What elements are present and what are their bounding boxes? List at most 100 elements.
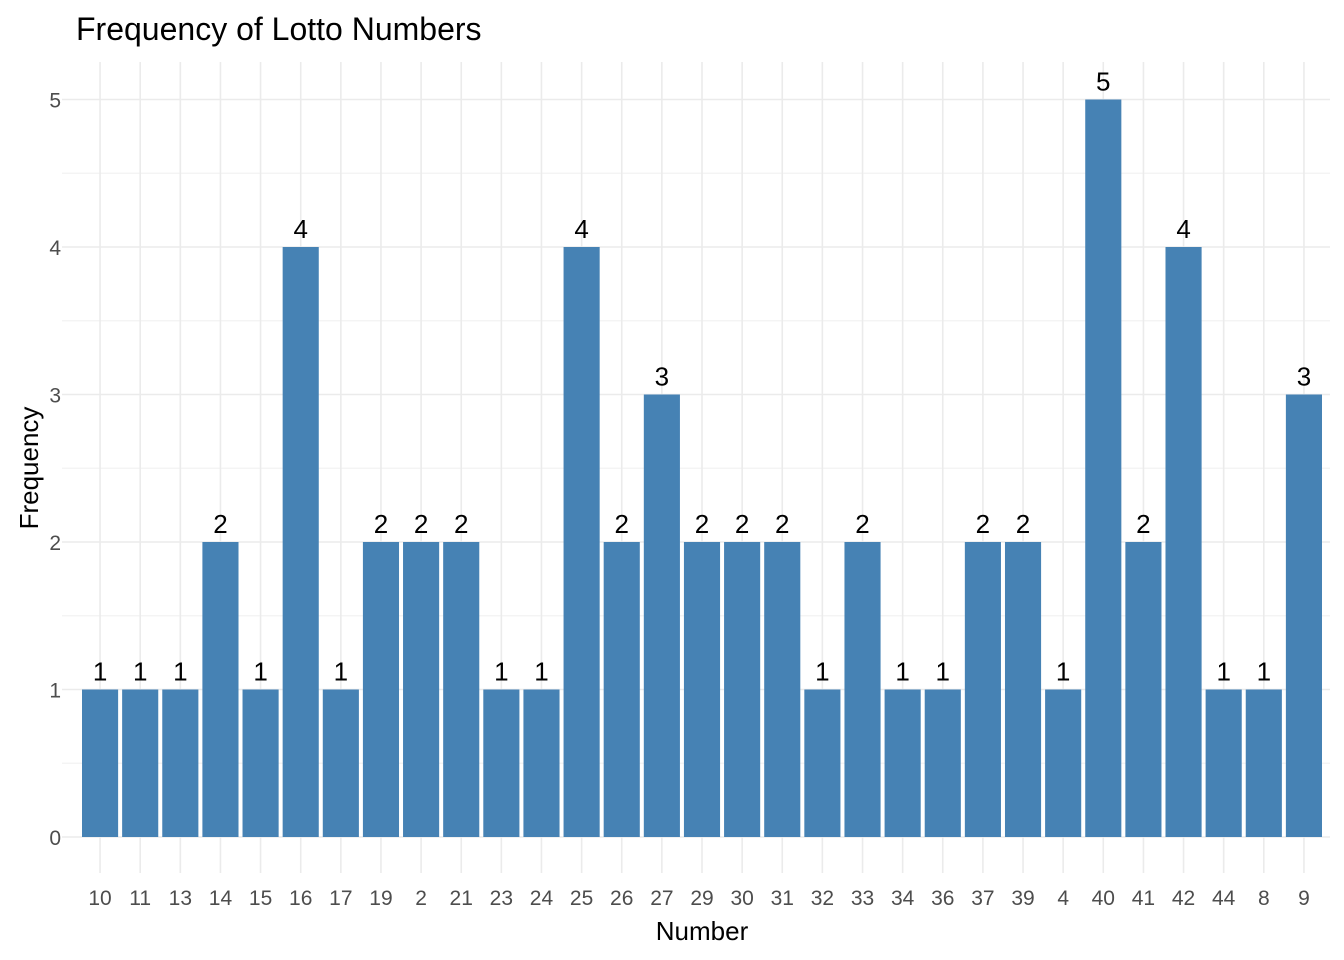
bar-2 xyxy=(403,542,440,837)
bar-37 xyxy=(964,542,1001,837)
bar-27 xyxy=(643,394,680,837)
bar-value-label: 2 xyxy=(615,509,629,539)
x-tick-label: 8 xyxy=(1258,887,1270,910)
bar-value-label: 1 xyxy=(133,657,147,687)
bar-value-label: 1 xyxy=(936,657,950,687)
bar-value-label: 1 xyxy=(815,657,829,687)
x-tick-label: 37 xyxy=(971,887,994,910)
bar-value-label: 2 xyxy=(374,509,388,539)
x-tick-label: 10 xyxy=(88,887,111,910)
x-axis-title: Number xyxy=(656,916,749,946)
x-tick-label: 4 xyxy=(1057,887,1069,910)
x-tick-label: 13 xyxy=(169,887,192,910)
bar-value-label: 1 xyxy=(895,657,909,687)
x-tick-label: 34 xyxy=(891,887,915,910)
x-tick-label: 44 xyxy=(1212,887,1236,910)
bar-15 xyxy=(242,689,279,837)
bar-39 xyxy=(1004,542,1042,837)
bar-value-label: 4 xyxy=(293,214,307,244)
bar-44 xyxy=(1205,689,1242,837)
bar-4 xyxy=(1045,689,1082,837)
bar-value-label: 2 xyxy=(976,509,990,539)
x-tick-label: 32 xyxy=(811,887,834,910)
bar-19 xyxy=(362,542,400,837)
bar-value-label: 4 xyxy=(574,214,588,244)
x-tick-label: 41 xyxy=(1132,887,1155,910)
bar-value-label: 3 xyxy=(1297,362,1311,392)
x-tick-label: 25 xyxy=(570,887,593,910)
bar-10 xyxy=(82,689,119,837)
bar-value-label: 2 xyxy=(775,509,789,539)
y-tick-label: 0 xyxy=(49,827,61,850)
x-tick-label: 19 xyxy=(369,887,392,910)
x-tick-label: 17 xyxy=(329,887,352,910)
bar-value-label: 1 xyxy=(494,657,508,687)
bars-group xyxy=(82,99,1322,837)
y-tick-label: 1 xyxy=(49,680,61,703)
bar-value-label: 5 xyxy=(1096,67,1110,97)
x-tick-label: 15 xyxy=(249,887,272,910)
y-tick-label: 3 xyxy=(49,385,61,408)
bar-value-label: 2 xyxy=(213,509,227,539)
x-tick-label: 16 xyxy=(289,887,312,910)
bar-9 xyxy=(1285,394,1322,837)
bar-16 xyxy=(282,247,319,837)
x-tick-label: 14 xyxy=(209,887,233,910)
x-tick-label: 36 xyxy=(931,887,954,910)
x-tick-label: 39 xyxy=(1011,887,1034,910)
y-tick-label: 2 xyxy=(49,532,61,555)
bar-24 xyxy=(523,689,560,837)
bar-40 xyxy=(1085,99,1122,837)
bar-value-label: 1 xyxy=(334,657,348,687)
x-tick-label: 29 xyxy=(690,887,713,910)
x-tick-label: 42 xyxy=(1172,887,1195,910)
bar-29 xyxy=(683,542,721,837)
bar-23 xyxy=(483,689,520,837)
bar-14 xyxy=(202,542,239,837)
x-tick-label: 27 xyxy=(650,887,673,910)
bar-value-label: 1 xyxy=(1056,657,1070,687)
bar-value-label: 3 xyxy=(655,362,669,392)
bar-value-label: 1 xyxy=(1257,657,1271,687)
x-tick-label: 11 xyxy=(129,887,151,910)
x-tick-label: 31 xyxy=(771,887,794,910)
x-tick-label: 30 xyxy=(730,887,753,910)
x-tick-label: 24 xyxy=(530,887,554,910)
bar-41 xyxy=(1125,542,1162,837)
bar-value-label: 1 xyxy=(173,657,187,687)
bar-26 xyxy=(603,542,640,837)
y-axis-ticks: 0 1 2 3 4 5 xyxy=(49,90,61,851)
bar-value-label: 1 xyxy=(93,657,107,687)
bar-31 xyxy=(764,542,801,837)
bar-30 xyxy=(724,542,761,837)
bar-33 xyxy=(844,542,881,837)
bar-value-label: 4 xyxy=(1176,214,1190,244)
x-tick-label: 23 xyxy=(490,887,513,910)
bar-11 xyxy=(122,689,159,837)
bar-value-label: 2 xyxy=(855,509,869,539)
chart-title: Frequency of Lotto Numbers xyxy=(76,11,482,47)
y-axis-title: Frequency xyxy=(14,407,44,530)
bar-32 xyxy=(804,689,841,837)
bar-42 xyxy=(1165,247,1202,837)
bar-36 xyxy=(924,689,961,837)
bar-value-label: 2 xyxy=(414,509,428,539)
bar-value-label: 2 xyxy=(1136,509,1150,539)
y-tick-label: 5 xyxy=(49,90,61,113)
x-tick-label: 2 xyxy=(415,887,427,910)
y-tick-label: 4 xyxy=(49,237,61,260)
bar-value-label: 2 xyxy=(1016,509,1030,539)
x-tick-label: 21 xyxy=(450,887,473,910)
bar-25 xyxy=(563,247,600,837)
x-tick-label: 26 xyxy=(610,887,633,910)
bar-8 xyxy=(1245,689,1282,837)
x-axis-ticks: 10 11 13 14 15 16 17 19 2 21 23 24 25 26 27 29 30 31 32 33 3… xyxy=(88,887,1309,910)
bar-13 xyxy=(162,689,199,837)
bar-value-label: 1 xyxy=(1216,657,1230,687)
bar-34 xyxy=(884,689,921,837)
bar-21 xyxy=(443,542,480,837)
x-tick-label: 33 xyxy=(851,887,874,910)
bar-17 xyxy=(322,689,359,837)
